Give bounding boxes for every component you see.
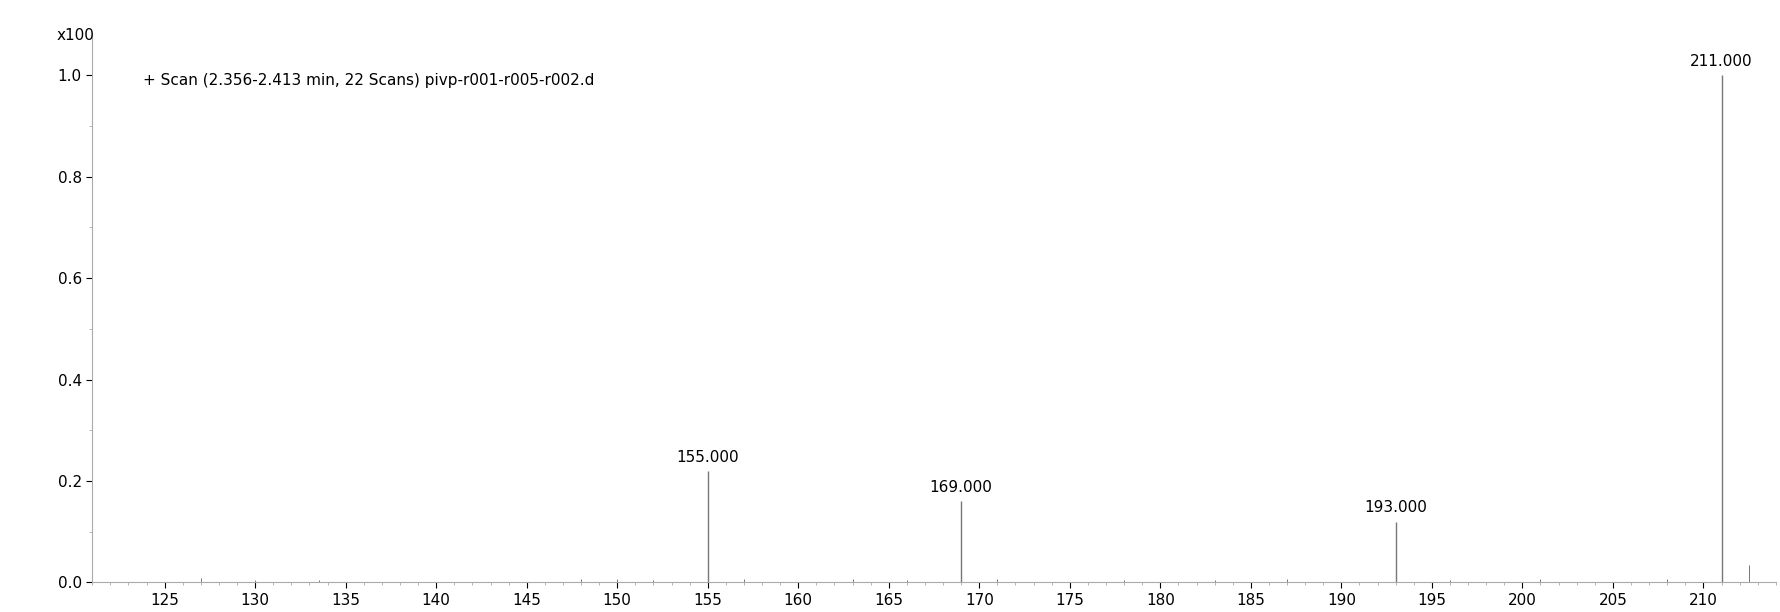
Text: 169.000: 169.000 [929,480,993,495]
Text: x100: x100 [57,28,94,43]
Text: + Scan (2.356-2.413 min, 22 Scans) pivp-r001-r005-r002.d: + Scan (2.356-2.413 min, 22 Scans) pivp-… [142,73,595,88]
Text: 193.000: 193.000 [1363,501,1428,515]
Text: 211.000: 211.000 [1691,54,1753,69]
Text: 155.000: 155.000 [676,450,739,465]
